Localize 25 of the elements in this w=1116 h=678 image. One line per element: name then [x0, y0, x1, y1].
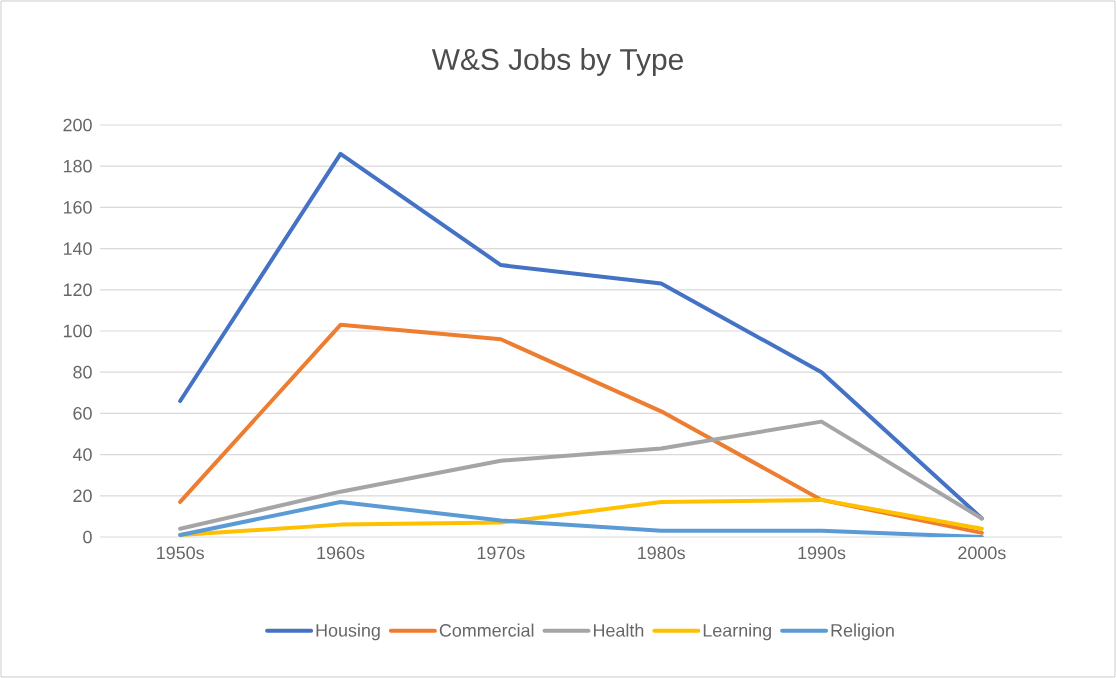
chart-title: W&S Jobs by Type — [431, 48, 683, 76]
y-tick-label: 0 — [83, 530, 92, 544]
y-tick-label: 60 — [73, 407, 92, 420]
y-tick-label: 140 — [63, 242, 92, 255]
y-tick-label: 100 — [63, 324, 92, 338]
x-tick-label: 1990s — [798, 546, 846, 560]
legend-label: Learning — [703, 623, 771, 641]
legend-label: Commercial — [439, 623, 534, 637]
x-tick-label: 2000s — [958, 546, 1006, 560]
x-tick-label: 1950s — [157, 546, 204, 560]
y-tick-label: 20 — [73, 489, 92, 503]
y-tick-label: 180 — [63, 159, 92, 173]
x-tick-label: 1980s — [638, 546, 685, 560]
y-tick-label: 160 — [63, 201, 92, 214]
y-tick-label: 80 — [73, 365, 92, 379]
y-tick-label: 40 — [72, 448, 92, 461]
line-series — [178, 419, 984, 531]
y-tick-label: 120 — [63, 283, 92, 297]
legend-label: Religion — [831, 623, 894, 641]
legend-label: Health — [593, 623, 644, 637]
legend-label: Housing — [316, 623, 380, 641]
line-series — [178, 322, 984, 535]
x-tick-label: 1970s — [477, 546, 525, 560]
x-tick-label: 1960s — [317, 546, 365, 560]
y-tick-label: 200 — [63, 118, 92, 132]
